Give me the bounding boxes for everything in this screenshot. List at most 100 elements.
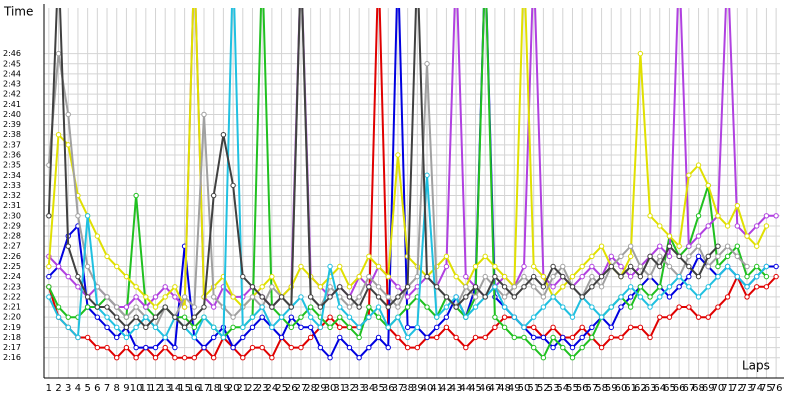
x-tick-label: 4 [75,383,81,394]
point [404,294,411,300]
point [763,284,770,290]
point [288,324,294,331]
x-tick-label: 72 [731,383,744,394]
point [676,304,682,310]
point [191,334,198,341]
point [657,263,663,270]
point [443,304,450,310]
point [530,344,537,351]
point [695,253,702,260]
point [55,304,62,310]
point [686,284,692,290]
point [385,294,391,300]
point [589,263,595,270]
point [366,273,372,280]
x-tick-label: 35 [372,383,385,394]
point [666,233,673,239]
point [424,172,430,178]
point [560,334,566,341]
point [705,314,711,320]
point [404,304,411,310]
point [424,61,430,67]
point [210,294,217,300]
point [133,344,139,351]
x-tick-label: 61 [624,383,637,394]
point [327,314,333,320]
x-tick-label: 47 [489,383,502,394]
point [705,253,711,260]
point [492,314,498,320]
point [724,263,731,270]
point [375,314,382,320]
point [94,233,101,239]
point [724,253,731,260]
point [337,314,343,320]
point [307,314,314,320]
point [220,132,227,138]
point [666,294,673,300]
point [278,314,285,320]
point [686,263,692,270]
y-tick-label: 2:46 [3,49,21,58]
x-tick-label: 22 [246,383,259,394]
point [676,243,682,249]
point [375,304,382,310]
point [443,294,450,300]
x-tick-label: 6 [94,383,100,394]
point [356,304,362,310]
point [317,284,324,290]
point [298,294,304,300]
point [230,294,236,300]
x-tick-label: 36 [382,383,395,394]
point [647,294,653,300]
point [133,304,139,310]
point [773,273,779,280]
point [540,355,547,361]
x-tick-label: 9 [123,383,129,394]
point [482,334,488,341]
point [734,243,741,249]
point [240,324,246,331]
point [240,355,246,361]
x-tick-label: 7 [104,383,110,394]
point [501,273,508,280]
point [65,324,71,331]
y-tick-label: 2:30 [3,211,21,220]
point [521,273,527,280]
point [618,253,624,260]
point [744,294,750,300]
point [269,284,275,290]
point [395,314,401,320]
point [579,263,585,270]
point [715,273,721,280]
point [104,314,110,320]
point [627,253,634,260]
point [356,324,362,331]
x-tick-label: 31 [333,383,346,394]
series-line [48,8,777,360]
point [94,314,101,320]
point [754,243,760,249]
point [492,273,498,280]
point [230,182,236,189]
point [666,284,673,290]
point [492,324,498,331]
y-tick-label: 2:39 [3,120,21,129]
point [773,213,779,219]
x-tick-label: 41 [430,383,443,394]
point [298,324,304,331]
x-tick-label: 70 [712,383,725,394]
point [695,162,702,168]
y-tick-label: 2:25 [3,262,21,271]
point [191,314,198,320]
y-tick-label: 2:41 [3,100,21,109]
point [307,334,314,341]
point [618,334,624,341]
y-axis-title: Time [3,5,33,19]
y-tick-label: 2:21 [3,303,21,312]
point [560,344,566,351]
point [550,344,556,351]
point [375,294,382,300]
point [123,314,130,320]
point [366,284,372,290]
